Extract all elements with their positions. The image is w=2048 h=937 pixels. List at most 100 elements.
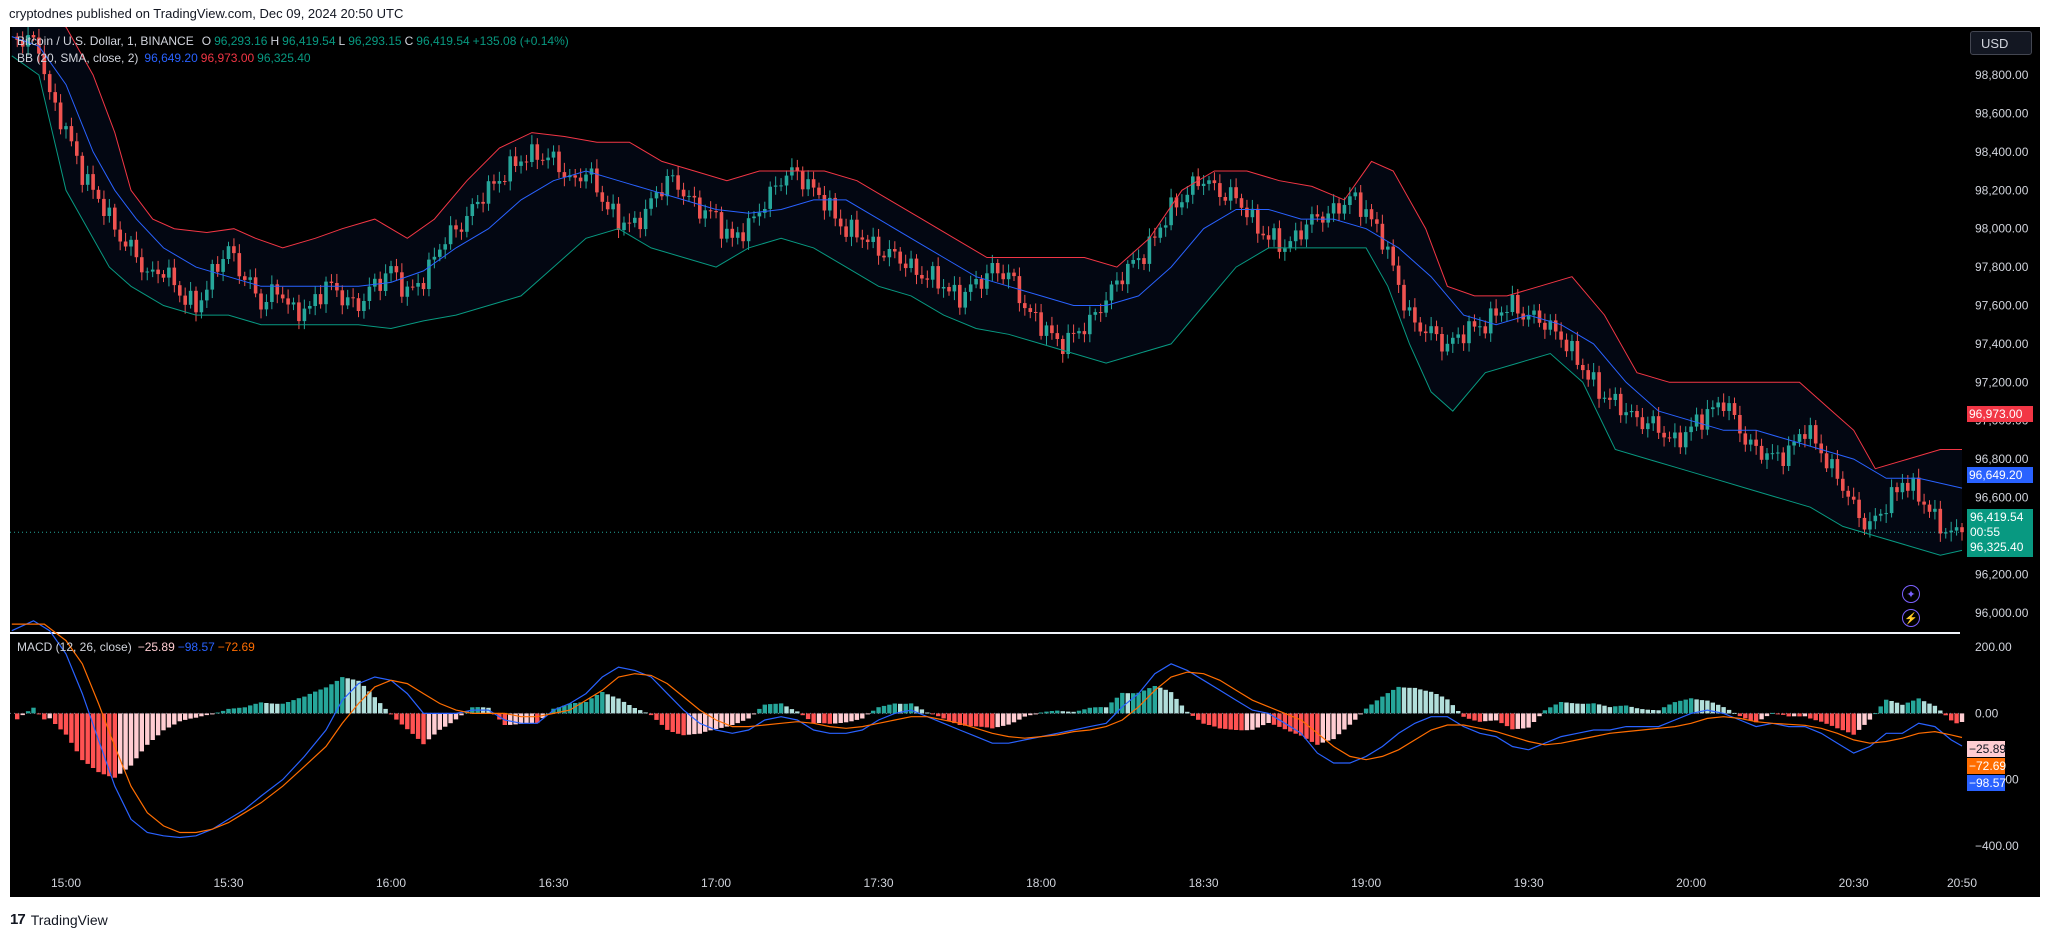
macd-histogram-bar <box>1705 700 1710 714</box>
macd-histogram-bar <box>648 713 654 716</box>
macd-histogram-bar <box>1726 709 1732 714</box>
macd-histogram-bar <box>513 713 518 725</box>
macd-histogram-bar <box>291 700 296 714</box>
candle <box>1943 532 1948 534</box>
publish-header: cryptodnes published on TradingView.com,… <box>9 6 404 21</box>
macd-histogram-bar <box>551 708 556 714</box>
lightning-icon[interactable]: ⚡ <box>1902 609 1920 627</box>
candle <box>1748 439 1753 445</box>
macd-histogram-bar <box>313 691 318 714</box>
macd-histogram-bar <box>1456 711 1461 714</box>
macd-histogram-bar <box>908 703 914 714</box>
candle <box>134 239 139 258</box>
candle <box>1537 310 1542 323</box>
candle <box>280 294 285 299</box>
candle <box>264 302 269 310</box>
macd-histogram-bar <box>1363 708 1369 714</box>
candle <box>746 218 751 242</box>
macd-histogram-bar <box>1862 713 1867 725</box>
candle <box>1120 280 1125 285</box>
sparkle-icon[interactable]: ✦ <box>1902 585 1920 603</box>
macd-histogram-bar <box>1331 713 1336 740</box>
candle <box>665 176 670 197</box>
candle <box>351 297 355 299</box>
macd-histogram-bar <box>1223 713 1228 729</box>
candle <box>1337 203 1341 214</box>
candle <box>118 229 122 242</box>
macd-histogram-bar <box>827 713 832 724</box>
candle <box>1440 334 1444 352</box>
macd-histogram-bar <box>1889 701 1894 714</box>
macd-histogram-bar <box>443 713 448 727</box>
macd-histogram-bar <box>1298 713 1304 736</box>
price-axis-label: 96,600.00 <box>1975 491 2029 505</box>
bb-legend: BB (20, SMA, close, 2) 96,649.20 96,973.00… <box>17 51 314 65</box>
candle <box>551 151 556 158</box>
candle <box>806 179 810 190</box>
candle <box>226 246 231 259</box>
macd-histogram-bar <box>1342 713 1347 730</box>
candle <box>1776 452 1780 454</box>
macd-histogram-bar <box>643 712 648 714</box>
candle <box>1272 228 1276 240</box>
candle <box>1786 445 1791 466</box>
macd-histogram-bar <box>1504 713 1510 727</box>
candle <box>773 185 778 187</box>
candle <box>1673 432 1677 439</box>
candle <box>1754 439 1758 446</box>
macd-histogram-bar <box>1548 707 1553 714</box>
candle <box>1911 477 1915 491</box>
macd-zero-label: 0.00 <box>1975 706 1999 720</box>
price-pane[interactable] <box>10 27 1960 632</box>
macd-histogram-bar <box>984 713 990 728</box>
candle <box>1375 219 1379 224</box>
candle <box>833 197 837 219</box>
candle <box>687 195 691 197</box>
time-axis-label: 18:30 <box>1189 876 1219 890</box>
macd-histogram-bar <box>107 713 112 777</box>
candle <box>345 297 350 306</box>
price-chart[interactable]: 96,000.0096,200.0096,400.0096,600.0096,8… <box>10 27 2040 897</box>
candle <box>616 203 621 230</box>
macd-histogram-bar <box>1445 699 1450 714</box>
open-value: 96,293.16 <box>214 34 268 48</box>
candle <box>1256 208 1260 234</box>
macd-histogram-bar <box>1038 712 1044 714</box>
candle <box>1071 332 1076 334</box>
candle <box>638 217 642 230</box>
macd-histogram-bar <box>345 678 350 714</box>
macd-histogram-bar <box>183 713 188 720</box>
candle <box>1353 192 1358 197</box>
candle <box>405 286 410 297</box>
macd-histogram-bar <box>1515 713 1520 729</box>
candle <box>318 294 323 305</box>
time-axis-label: 16:00 <box>376 876 406 890</box>
macd-histogram-bar <box>1136 692 1141 714</box>
candle <box>1873 515 1878 522</box>
candle <box>589 168 594 175</box>
macd-pane[interactable] <box>10 634 1960 859</box>
macd-histogram-bar <box>746 713 751 719</box>
macd-histogram-bar <box>1656 710 1661 714</box>
macd-histogram-bar <box>74 713 79 752</box>
macd-histogram-bar <box>264 703 269 714</box>
candle <box>768 186 772 209</box>
macd-histogram-bar <box>415 713 421 739</box>
candle <box>362 301 366 311</box>
candle <box>855 219 859 238</box>
macd-histogram-bar <box>1049 711 1055 714</box>
candle <box>1212 180 1217 184</box>
candle <box>1461 334 1466 344</box>
macd-histogram-bar <box>930 713 935 715</box>
candle <box>1906 482 1910 491</box>
macd-histogram-bar <box>1401 687 1407 714</box>
currency-button[interactable]: USD <box>1970 31 2032 55</box>
macd-histogram-bar <box>361 685 367 714</box>
open-label: O <box>201 34 212 48</box>
candle <box>1868 521 1872 530</box>
macd-histogram-bar <box>405 713 410 730</box>
macd-histogram-bar <box>892 703 897 714</box>
macd-histogram-bar <box>253 703 258 714</box>
candle <box>80 155 85 185</box>
macd-hist-price-tag: −25.89 <box>1967 741 2007 757</box>
